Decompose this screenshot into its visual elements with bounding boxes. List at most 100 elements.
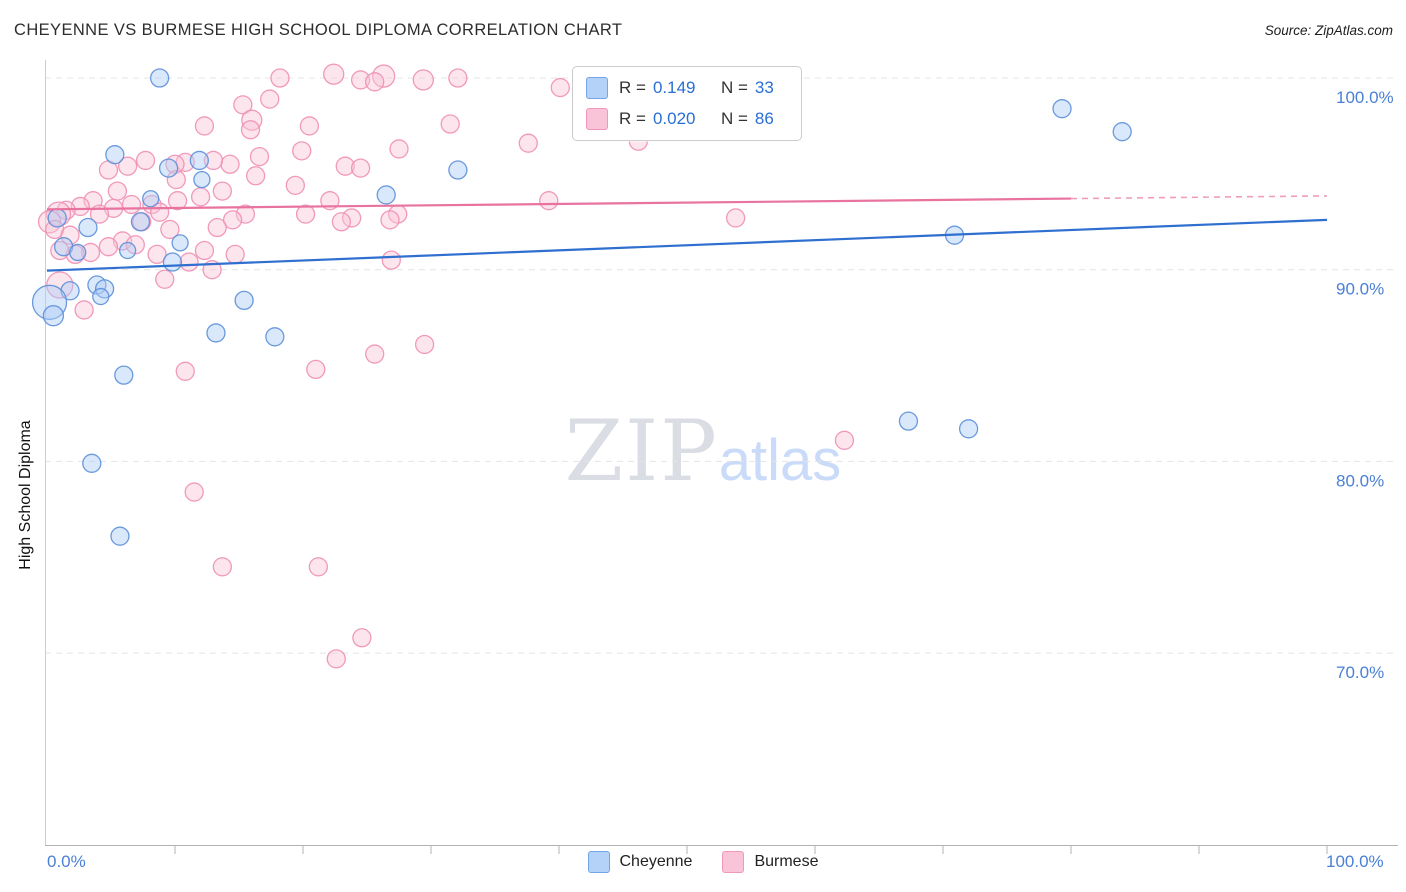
- scatter-point-burmese: [98, 237, 119, 257]
- scatter-point-cheyenne: [448, 160, 468, 180]
- scatter-point-cheyenne: [47, 208, 67, 228]
- scatter-point-burmese: [166, 169, 186, 190]
- scatter-point-burmese: [412, 69, 434, 91]
- y-tick-label: 100.0%: [1336, 88, 1394, 107]
- scatter-point-burmese: [326, 649, 346, 669]
- y-tick-label: 70.0%: [1336, 663, 1384, 682]
- scatter-point-cheyenne: [189, 150, 209, 171]
- legend-label-cheyenne: Cheyenne: [619, 853, 693, 870]
- scatter-point-burmese: [331, 212, 352, 232]
- scatter-point-cheyenne: [42, 305, 65, 327]
- scatter-point-burmese: [194, 116, 215, 136]
- scatter-point-burmese: [155, 269, 175, 289]
- trend-line-ext-burmese: [1070, 195, 1328, 200]
- scatter-point-burmese: [539, 191, 559, 211]
- legend-item-burmese: Burmese: [722, 851, 818, 873]
- scatter-point-cheyenne: [171, 234, 189, 252]
- cheyenne-swatch-icon: [587, 851, 610, 873]
- r-label: R =: [619, 78, 646, 97]
- scatter-point-burmese: [550, 77, 570, 98]
- scatter-point-burmese: [440, 114, 460, 134]
- scatter-point-cheyenne: [69, 243, 87, 262]
- scatter-point-burmese: [241, 109, 263, 131]
- legend-label-burmese: Burmese: [754, 853, 819, 870]
- scatter-point-burmese: [194, 240, 215, 261]
- scatter-point-burmese: [308, 557, 329, 577]
- n-value: 33: [754, 78, 774, 97]
- scatter-point-burmese: [147, 244, 167, 265]
- x-axis-max-label: 100.0%: [1326, 852, 1384, 871]
- scatter-point-burmese: [249, 146, 270, 167]
- scatter-point-burmese: [365, 72, 385, 92]
- scatter-point-burmese: [160, 219, 180, 240]
- legend-item-cheyenne: Cheyenne: [587, 851, 693, 873]
- x-axis-min-label: 0.0%: [47, 852, 86, 871]
- legend-row-cheyenne: R = 0.149 N = 33: [586, 77, 783, 99]
- scatter-point-cheyenne: [376, 185, 396, 205]
- scatter-point-cheyenne: [193, 170, 211, 189]
- scatter-point-cheyenne: [105, 145, 125, 165]
- scatter-point-cheyenne: [1112, 122, 1132, 142]
- series-legend: Cheyenne Burmese: [0, 851, 1406, 873]
- y-axis-label: High School Diploma: [17, 420, 34, 570]
- scatter-point-burmese: [184, 482, 204, 502]
- scatter-point-burmese: [175, 361, 195, 381]
- n-label: N =: [720, 78, 748, 97]
- scatter-point-cheyenne: [898, 411, 919, 431]
- scatter-point-burmese: [121, 194, 142, 215]
- scatter-point-burmese: [260, 89, 280, 109]
- scatter-point-burmese: [389, 139, 409, 159]
- scatter-point-cheyenne: [142, 190, 160, 208]
- scatter-point-burmese: [352, 628, 372, 648]
- scatter-point-burmese: [117, 156, 138, 176]
- scatter-point-cheyenne: [265, 327, 285, 347]
- scatter-point-burmese: [222, 210, 243, 230]
- scatter-point-burmese: [179, 252, 199, 272]
- r-value: 0.149: [652, 78, 696, 97]
- scatter-point-burmese: [107, 181, 128, 201]
- scatter-point-cheyenne: [149, 68, 170, 88]
- scatter-point-cheyenne: [82, 453, 102, 473]
- scatter-point-cheyenne: [234, 290, 254, 311]
- scatter-point-burmese: [834, 430, 855, 450]
- scatter-point-burmese: [725, 208, 746, 228]
- scatter-point-burmese: [207, 217, 227, 238]
- scatter-point-burmese: [225, 244, 245, 265]
- y-tick-label: 80.0%: [1336, 471, 1384, 490]
- trend-line-cheyenne: [46, 218, 1328, 272]
- scatter-point-burmese: [167, 191, 188, 211]
- y-tick-label: 90.0%: [1336, 280, 1384, 299]
- cheyenne-swatch-icon: [586, 77, 608, 99]
- scatter-point-burmese: [80, 242, 101, 263]
- scatter-point-burmese: [295, 204, 316, 224]
- scatter-point-cheyenne: [31, 284, 68, 320]
- scatter-point-burmese: [518, 133, 538, 153]
- legend-row-burmese: R = 0.020 N = 86: [586, 108, 783, 130]
- scatter-point-burmese: [245, 166, 266, 186]
- scatter-point-burmese: [240, 120, 261, 140]
- scatter-point-burmese: [335, 156, 355, 176]
- scatter-point-burmese: [381, 250, 401, 270]
- scatter-point-cheyenne: [158, 158, 179, 178]
- scatter-point-cheyenne: [114, 365, 134, 385]
- scatter-point-cheyenne: [110, 526, 130, 546]
- page-title: CHEYENNE VS BURMESE HIGH SCHOOL DIPLOMA …: [14, 21, 623, 39]
- scatter-point-cheyenne: [92, 287, 110, 306]
- n-value: 86: [754, 109, 774, 128]
- scatter-point-burmese: [220, 154, 240, 174]
- scatter-point-burmese: [365, 344, 385, 364]
- scatter-point-burmese: [112, 231, 133, 251]
- scatter-point-burmese: [371, 64, 396, 88]
- watermark-atlas: atlas: [718, 428, 842, 493]
- trend-line-burmese: [46, 197, 1072, 211]
- scatter-point-burmese: [233, 95, 253, 115]
- scatter-point-cheyenne: [162, 252, 183, 272]
- scatter-point-cheyenne: [1052, 99, 1072, 119]
- r-value: 0.020: [652, 109, 696, 128]
- source-attribution: Source: ZipAtlas.com: [1264, 23, 1393, 38]
- scatter-point-burmese: [350, 158, 371, 178]
- watermark-zip: ZIP: [564, 402, 719, 500]
- scatter-point-burmese: [306, 359, 326, 380]
- burmese-swatch-icon: [722, 851, 745, 873]
